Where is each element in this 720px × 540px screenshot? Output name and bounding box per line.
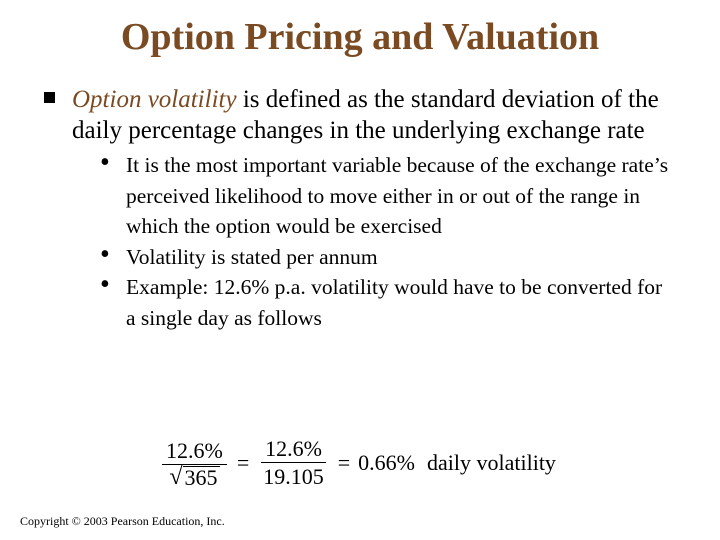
- term-emphasis: Option volatility: [72, 86, 237, 113]
- sub-bullet-item: • Example: 12.6% p.a. volatility would ha…: [100, 269, 670, 333]
- fraction-annual-over-root: 12.6% 19.105: [259, 436, 328, 491]
- fraction-numerator: 12.6%: [261, 436, 326, 463]
- volatility-formula: 12.6% √ 365 = 12.6% 19.105 = 0.66% daily …: [160, 428, 556, 498]
- sub-bullet-text: Example: 12.6% p.a. volatility would hav…: [126, 275, 663, 330]
- square-bullet-icon: [44, 92, 55, 103]
- radicand: 365: [182, 464, 220, 490]
- sub-bullet-item: • Volatility is stated per annum: [100, 238, 670, 273]
- main-bullet-body: is defined as the standard deviation of …: [72, 86, 659, 144]
- sub-bullet-item: • It is the most important variable becau…: [100, 147, 670, 242]
- dot-bullet-icon: •: [100, 238, 110, 270]
- main-bullet: Option volatility is defined as the stan…: [44, 84, 684, 333]
- fraction-numerator: 12.6%: [162, 438, 227, 465]
- formula-result: 0.66%: [358, 450, 415, 475]
- sub-bullet-text: Volatility is stated per annum: [126, 244, 378, 269]
- fraction-annual-over-sqrt: 12.6% √ 365: [162, 438, 227, 489]
- formula-result-label: daily volatility: [427, 450, 556, 475]
- equals-sign: =: [337, 450, 351, 475]
- slide-title: Option Pricing and Valuation: [120, 16, 600, 58]
- equals-sign: =: [236, 450, 250, 475]
- fraction-denominator: √ 365: [165, 465, 223, 489]
- dot-bullet-icon: •: [100, 147, 110, 178]
- main-bullet-text: Option volatility is defined as the stan…: [72, 84, 684, 146]
- dot-bullet-icon: •: [100, 269, 110, 300]
- sub-bullet-list: • It is the most important variable becau…: [100, 147, 670, 333]
- square-root-icon: √: [169, 463, 183, 490]
- fraction-denominator: 19.105: [263, 463, 324, 489]
- copyright-footer: Copyright © 2003 Pearson Education, Inc.: [20, 514, 225, 528]
- sub-bullet-text: It is the most important variable becaus…: [126, 153, 669, 238]
